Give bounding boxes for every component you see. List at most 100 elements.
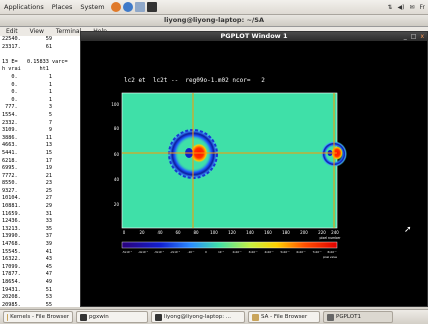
terminal-line: 3886. 11 xyxy=(2,134,52,141)
close-icon[interactable]: x xyxy=(420,33,424,40)
plot-canvas[interactable]: 100 80 60 40 20 0 20 40 60 80 100 120 14… xyxy=(81,32,427,306)
cbar-label: 2x10⁻³ xyxy=(233,250,242,254)
terminal-line: h vrai ht1 xyxy=(2,66,49,73)
x-tick-label: 80 xyxy=(193,230,199,235)
volume-icon[interactable]: ◀) xyxy=(397,3,405,11)
window-icon xyxy=(327,313,334,321)
system-tray: ⇅ ◀) ✉ Fr xyxy=(387,0,425,14)
terminal-line: 6995. 19 xyxy=(2,165,52,172)
maximize-icon[interactable]: □ xyxy=(410,33,417,40)
y-axis: 100 80 60 40 20 xyxy=(111,102,119,207)
x-tick-label: 120 xyxy=(228,230,236,235)
help-icon[interactable] xyxy=(134,2,145,12)
menu-edit[interactable]: Edit xyxy=(6,28,18,35)
terminal-line: 5441. 15 xyxy=(2,149,52,156)
terminal-line: 14768. 39 xyxy=(2,241,52,248)
x-tick-label: 140 xyxy=(246,230,254,235)
network-icon[interactable]: ⇅ xyxy=(387,3,393,11)
cbar-label: -5x10⁻³ xyxy=(122,250,132,254)
task-pgplot1[interactable]: PGPLOT1 xyxy=(323,311,393,323)
y-tick-label: 20 xyxy=(114,202,120,207)
terminal-line: 20985. 55 xyxy=(2,301,52,307)
terminal-line: 0. 1 xyxy=(2,73,52,80)
terminal-line: 22540. 59 xyxy=(2,36,52,42)
y-tick-label: 100 xyxy=(111,102,119,107)
cbar-label: 8x10⁻³ xyxy=(328,250,337,254)
pgplot-window[interactable]: PGPLOT Window 1 _ □ x lc2 et lc2t -- reg… xyxy=(80,31,428,307)
x-tick-label: 240 xyxy=(331,230,339,235)
x-tick-label: 100 xyxy=(210,230,218,235)
terminal-icon xyxy=(155,313,162,321)
cbar-label: 5x10⁻³ xyxy=(281,250,290,254)
task-label: Kernels - File Browser xyxy=(10,314,69,320)
terminal-line: 11659. 31 xyxy=(2,210,52,217)
email-icon[interactable] xyxy=(122,2,133,12)
minimize-icon[interactable]: _ xyxy=(403,33,407,40)
terminal-line: 4663. 13 xyxy=(2,142,52,149)
cbar-label: 4x10⁻³ xyxy=(265,250,274,254)
cbar-label: 10⁻³ xyxy=(218,250,224,254)
mouse-pointer-icon: ➚ xyxy=(404,225,412,235)
terminal-line xyxy=(2,51,82,59)
terminal-line: 8550. 23 xyxy=(2,180,52,187)
clock-text[interactable]: Fr xyxy=(419,3,425,11)
x-axis-unit: pixel number xyxy=(320,236,342,240)
cbar-label: -2x10⁻³ xyxy=(170,250,180,254)
terminal-line: 0. 1 xyxy=(2,96,52,103)
terminal-line: 9327. 25 xyxy=(2,187,52,194)
y-tick-label: 40 xyxy=(114,177,120,182)
cbar-label: -4x10⁻³ xyxy=(138,250,148,254)
task-label: liyong@liyong-laptop: ... xyxy=(164,314,232,320)
task-sa-file-browser[interactable]: SA - File Browser xyxy=(248,311,320,323)
terminal-line: 3109. 9 xyxy=(2,127,52,134)
terminal-line: 6218. 17 xyxy=(2,157,52,164)
places-menu[interactable]: Places xyxy=(51,3,73,11)
terminal-title-bar[interactable]: liyong@liyong-laptop: ~/SA xyxy=(0,15,428,27)
cbar-label: 3x10⁻³ xyxy=(249,250,258,254)
x-tick-label: 200 xyxy=(300,230,308,235)
top-panel: Applications Places System ⇅ ◀) ✉ Fr xyxy=(0,0,428,15)
colorbar-labels: -5x10⁻³ -4x10⁻³ -3x10⁻³ -2x10⁻³ -10⁻³ 0 … xyxy=(122,250,337,259)
terminal-line: 19431. 51 xyxy=(2,286,52,293)
cbar-label: -3x10⁻³ xyxy=(154,250,164,254)
task-kernels-file-browser[interactable]: Kernels - File Browser xyxy=(3,311,73,323)
firefox-icon[interactable] xyxy=(110,2,121,12)
terminal-line: 1554. 5 xyxy=(2,111,52,118)
y-tick-label: 60 xyxy=(114,152,120,157)
taskbar: Kernels - File Browser pgxwin liyong@liy… xyxy=(0,309,428,324)
x-axis: 0 20 40 60 80 100 120 140 160 180 200 22… xyxy=(123,230,341,240)
task-terminal[interactable]: liyong@liyong-laptop: ... xyxy=(151,311,245,323)
terminal-line: 13990. 37 xyxy=(2,233,52,240)
terminal-line: 17877. 47 xyxy=(2,271,52,278)
terminal-line: 16322. 43 xyxy=(2,256,52,263)
cbar-label: 7x10⁻³ xyxy=(313,250,322,254)
colorbar xyxy=(121,241,338,249)
terminal-launcher-icon[interactable] xyxy=(146,2,157,12)
plot-title: lc2 et lc2t -- reg09o-1.m02 ncor= 2 xyxy=(124,77,265,84)
terminal-line: 15545. 41 xyxy=(2,248,52,255)
task-label: pgxwin xyxy=(89,314,109,320)
pgplot-title-bar[interactable]: PGPLOT Window 1 xyxy=(81,32,427,41)
terminal-output[interactable]: 22540. 59 23317. 61 13 E= 0.15833 varc= h v… xyxy=(0,36,82,307)
terminal-line: 10104. 27 xyxy=(2,195,52,202)
terminal-line: 23317. 61 xyxy=(2,43,52,50)
system-menu[interactable]: System xyxy=(80,3,105,11)
applications-menu[interactable]: Applications xyxy=(4,3,44,11)
terminal-line: 17099. 45 xyxy=(2,263,52,270)
y-tick-label: 80 xyxy=(114,126,120,131)
terminal-line: 0. 1 xyxy=(2,89,52,96)
terminal-line: 13213. 35 xyxy=(2,225,52,232)
x-tick-label: 40 xyxy=(157,230,163,235)
x-tick-label: 60 xyxy=(175,230,181,235)
terminal-line: 18654. 49 xyxy=(2,279,52,285)
mail-icon[interactable]: ✉ xyxy=(409,3,415,11)
terminal-line: 777. 3 xyxy=(2,104,52,111)
image-frame xyxy=(121,92,338,229)
cbar-label: 0 xyxy=(205,250,207,254)
menu-view[interactable]: View xyxy=(29,28,44,35)
x-tick-label: 0 xyxy=(123,230,126,235)
terminal-line: 0. 1 xyxy=(2,81,52,88)
menu-terminal[interactable]: Terminal xyxy=(55,28,82,35)
task-label: PGPLOT1 xyxy=(336,314,361,320)
task-pgxwin[interactable]: pgxwin xyxy=(76,311,148,323)
